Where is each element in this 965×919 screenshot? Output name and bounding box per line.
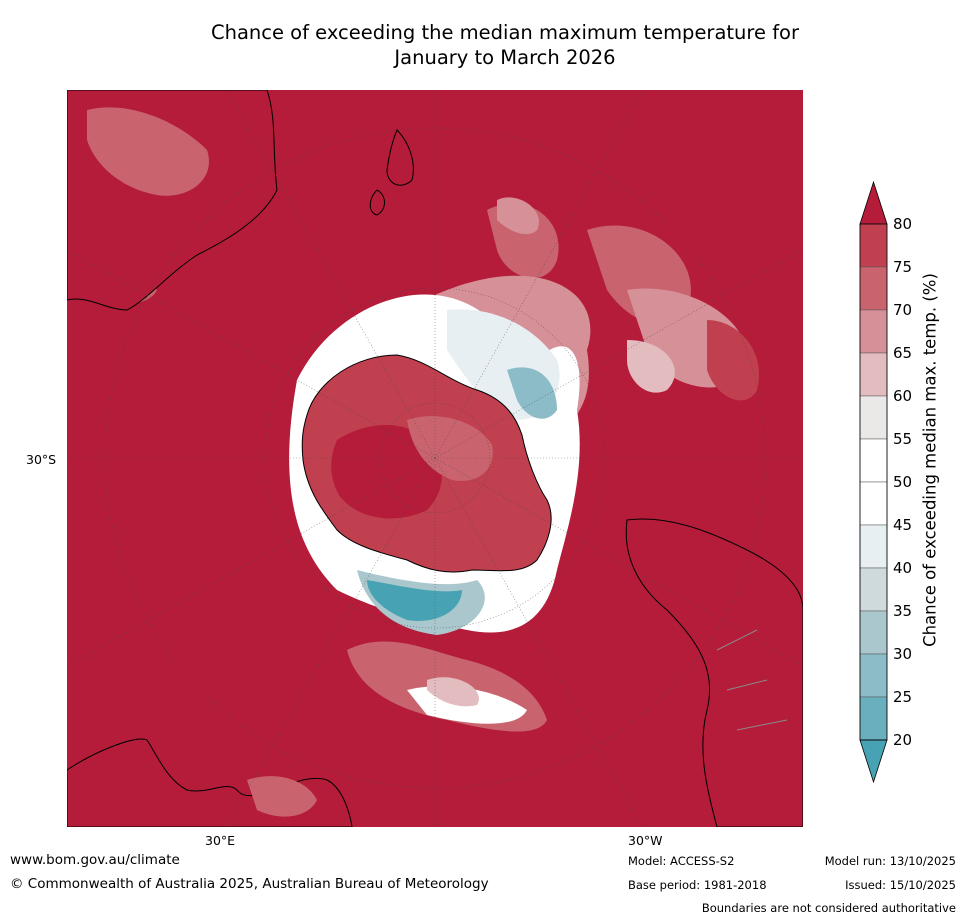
colorbar-tick-label: 80 — [893, 215, 913, 233]
title-line-2: January to March 2026 — [394, 46, 616, 69]
footer-disclaimer: Boundaries are not considered authoritat… — [701, 901, 956, 915]
footer-model-run: Model run: 13/10/2025 — [824, 854, 956, 868]
colorbar-extend-low — [859, 739, 888, 784]
colorbar-band — [859, 223, 888, 268]
south-america — [625, 518, 803, 827]
colorbar-band — [859, 309, 888, 354]
colorbar-band — [859, 610, 888, 655]
colorbar-band — [859, 567, 888, 612]
footer-model: Model: ACCESS-S2 — [628, 854, 735, 868]
australia — [67, 738, 353, 827]
longitude-label-30e: 30°E — [205, 833, 236, 848]
africa — [67, 90, 278, 311]
latitude-label-30s: 30°S — [26, 452, 57, 467]
colorbar-band — [859, 266, 888, 311]
footer-base-period: Base period: 1981-2018 — [628, 878, 767, 892]
colorbar-tick-label: 25 — [893, 688, 913, 706]
footer-copyright: © Commonwealth of Australia 2025, Austra… — [10, 876, 489, 892]
footer-issued: Issued: 15/10/2025 — [845, 878, 956, 892]
colorbar-tick-label: 60 — [893, 387, 913, 405]
colorbar-tick-label: 35 — [893, 602, 913, 620]
map-title: Chance of exceeding the median maximum t… — [90, 20, 920, 70]
colorbar-band — [859, 352, 888, 397]
colorbar-tick-label: 65 — [893, 344, 913, 362]
colorbar-tick-label: 20 — [893, 731, 913, 749]
probability-patches-s — [347, 641, 547, 732]
colorbar-extend-high — [859, 180, 888, 225]
colorbar-band — [859, 696, 888, 741]
colorbar-tick-label: 40 — [893, 559, 913, 577]
longitude-label-30w: 30°W — [628, 833, 663, 848]
colorbar-tick-label: 75 — [893, 258, 913, 276]
colorbar-band — [859, 481, 888, 526]
colorbar-band — [859, 438, 888, 483]
probability-map — [67, 90, 803, 827]
colorbar-tick-label: 55 — [893, 430, 913, 448]
title-line-1: Chance of exceeding the median maximum t… — [210, 21, 800, 44]
graticule — [67, 90, 803, 827]
colorbar-tick-label: 50 — [893, 473, 913, 491]
map-canvas — [67, 90, 803, 827]
colorbar-tick-label: 45 — [893, 516, 913, 534]
new-zealand — [369, 129, 414, 216]
colorbar-band — [859, 653, 888, 698]
colorbar-band — [859, 524, 888, 569]
colorbar-label: Chance of exceeding median max. temp. (%… — [920, 273, 940, 647]
probability-patches-ne — [487, 197, 759, 401]
colorbar-tick-label: 70 — [893, 301, 913, 319]
footer-url: www.bom.gov.au/climate — [10, 852, 180, 868]
colorbar-tick-label: 30 — [893, 645, 913, 663]
colorbar-band — [859, 395, 888, 440]
antarctica — [301, 354, 552, 573]
colorbar — [859, 180, 888, 784]
